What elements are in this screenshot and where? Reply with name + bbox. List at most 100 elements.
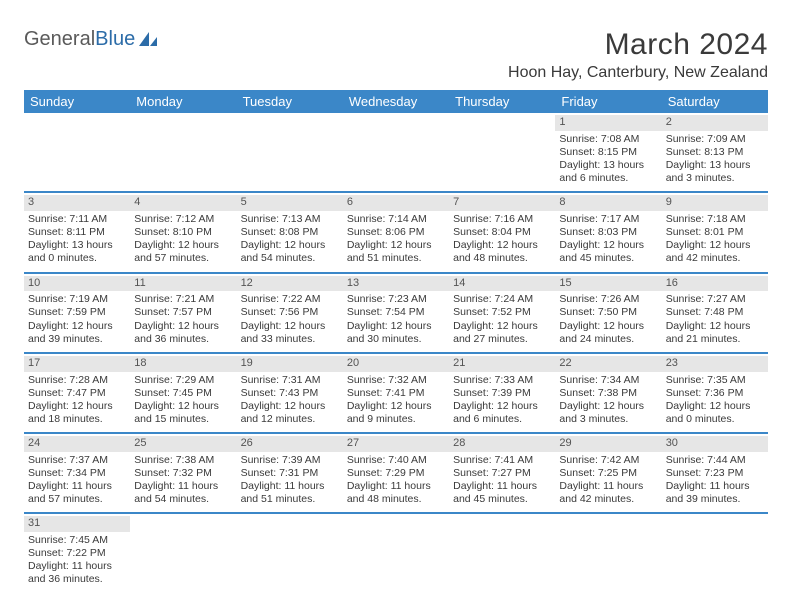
sunrise-text: Sunrise: 7:27 AM	[666, 293, 764, 306]
sunrise-text: Sunrise: 7:11 AM	[28, 213, 126, 226]
daylight-text: and 39 minutes.	[666, 493, 764, 506]
calendar-table: SundayMondayTuesdayWednesdayThursdayFrid…	[24, 90, 768, 593]
sunset-text: Sunset: 7:41 PM	[347, 387, 445, 400]
calendar-week: 10Sunrise: 7:19 AMSunset: 7:59 PMDayligh…	[24, 273, 768, 353]
daylight-text: and 45 minutes.	[559, 252, 657, 265]
day-number: 24	[24, 436, 130, 452]
daylight-text: and 36 minutes.	[28, 573, 126, 586]
day-number: 30	[662, 436, 768, 452]
calendar-day: 25Sunrise: 7:38 AMSunset: 7:32 PMDayligh…	[130, 433, 236, 513]
calendar-day: 14Sunrise: 7:24 AMSunset: 7:52 PMDayligh…	[449, 273, 555, 353]
daylight-text: Daylight: 11 hours	[559, 480, 657, 493]
calendar-day-empty	[343, 113, 449, 192]
daylight-text: Daylight: 11 hours	[666, 480, 764, 493]
calendar-day: 19Sunrise: 7:31 AMSunset: 7:43 PMDayligh…	[237, 353, 343, 433]
sunset-text: Sunset: 7:23 PM	[666, 467, 764, 480]
calendar-day: 20Sunrise: 7:32 AMSunset: 7:41 PMDayligh…	[343, 353, 449, 433]
page-header: GeneralBlue March 2024 Hoon Hay, Canterb…	[24, 28, 768, 82]
sunrise-text: Sunrise: 7:26 AM	[559, 293, 657, 306]
sunrise-text: Sunrise: 7:09 AM	[666, 133, 764, 146]
daylight-text: and 18 minutes.	[28, 413, 126, 426]
sunset-text: Sunset: 7:31 PM	[241, 467, 339, 480]
sunrise-text: Sunrise: 7:17 AM	[559, 213, 657, 226]
daylight-text: and 57 minutes.	[134, 252, 232, 265]
sunrise-text: Sunrise: 7:29 AM	[134, 374, 232, 387]
sunset-text: Sunset: 7:22 PM	[28, 547, 126, 560]
daylight-text: and 33 minutes.	[241, 333, 339, 346]
daylight-text: and 45 minutes.	[453, 493, 551, 506]
day-number: 6	[343, 195, 449, 211]
daylight-text: Daylight: 12 hours	[453, 239, 551, 252]
calendar-day: 28Sunrise: 7:41 AMSunset: 7:27 PMDayligh…	[449, 433, 555, 513]
sunrise-text: Sunrise: 7:45 AM	[28, 534, 126, 547]
calendar-day: 11Sunrise: 7:21 AMSunset: 7:57 PMDayligh…	[130, 273, 236, 353]
daylight-text: and 39 minutes.	[28, 333, 126, 346]
day-number: 29	[555, 436, 661, 452]
sunset-text: Sunset: 7:52 PM	[453, 306, 551, 319]
calendar-day-empty	[662, 513, 768, 592]
calendar-day: 3Sunrise: 7:11 AMSunset: 8:11 PMDaylight…	[24, 192, 130, 272]
day-number: 31	[24, 516, 130, 532]
daylight-text: Daylight: 12 hours	[559, 239, 657, 252]
daylight-text: and 57 minutes.	[28, 493, 126, 506]
calendar-day-empty	[24, 113, 130, 192]
sunset-text: Sunset: 7:43 PM	[241, 387, 339, 400]
daylight-text: Daylight: 11 hours	[241, 480, 339, 493]
daylight-text: Daylight: 11 hours	[347, 480, 445, 493]
sunrise-text: Sunrise: 7:41 AM	[453, 454, 551, 467]
calendar-day: 23Sunrise: 7:35 AMSunset: 7:36 PMDayligh…	[662, 353, 768, 433]
day-number: 9	[662, 195, 768, 211]
calendar-day: 7Sunrise: 7:16 AMSunset: 8:04 PMDaylight…	[449, 192, 555, 272]
calendar-day: 17Sunrise: 7:28 AMSunset: 7:47 PMDayligh…	[24, 353, 130, 433]
calendar-day-empty	[449, 113, 555, 192]
daylight-text: Daylight: 12 hours	[666, 320, 764, 333]
calendar-day: 13Sunrise: 7:23 AMSunset: 7:54 PMDayligh…	[343, 273, 449, 353]
daylight-text: Daylight: 12 hours	[559, 320, 657, 333]
daylight-text: and 12 minutes.	[241, 413, 339, 426]
day-number: 27	[343, 436, 449, 452]
calendar-body: 1Sunrise: 7:08 AMSunset: 8:15 PMDaylight…	[24, 113, 768, 593]
calendar-week: 17Sunrise: 7:28 AMSunset: 7:47 PMDayligh…	[24, 353, 768, 433]
sunset-text: Sunset: 8:03 PM	[559, 226, 657, 239]
daylight-text: Daylight: 11 hours	[134, 480, 232, 493]
calendar-day: 12Sunrise: 7:22 AMSunset: 7:56 PMDayligh…	[237, 273, 343, 353]
calendar-week: 1Sunrise: 7:08 AMSunset: 8:15 PMDaylight…	[24, 113, 768, 192]
daylight-text: Daylight: 12 hours	[347, 320, 445, 333]
sunrise-text: Sunrise: 7:44 AM	[666, 454, 764, 467]
sunrise-text: Sunrise: 7:19 AM	[28, 293, 126, 306]
sunset-text: Sunset: 7:56 PM	[241, 306, 339, 319]
sunset-text: Sunset: 8:13 PM	[666, 146, 764, 159]
daylight-text: Daylight: 12 hours	[241, 320, 339, 333]
sunset-text: Sunset: 8:01 PM	[666, 226, 764, 239]
calendar-day-empty	[237, 113, 343, 192]
daylight-text: and 3 minutes.	[666, 172, 764, 185]
daylight-text: and 9 minutes.	[347, 413, 445, 426]
calendar-day-empty	[130, 513, 236, 592]
sunrise-text: Sunrise: 7:32 AM	[347, 374, 445, 387]
day-number: 15	[555, 276, 661, 292]
sunrise-text: Sunrise: 7:37 AM	[28, 454, 126, 467]
calendar-week: 31Sunrise: 7:45 AMSunset: 7:22 PMDayligh…	[24, 513, 768, 592]
daylight-text: and 3 minutes.	[559, 413, 657, 426]
day-number: 7	[449, 195, 555, 211]
calendar-day: 1Sunrise: 7:08 AMSunset: 8:15 PMDaylight…	[555, 113, 661, 192]
daylight-text: and 51 minutes.	[347, 252, 445, 265]
daylight-text: Daylight: 12 hours	[241, 239, 339, 252]
daylight-text: Daylight: 12 hours	[453, 400, 551, 413]
sunset-text: Sunset: 7:25 PM	[559, 467, 657, 480]
calendar-day: 9Sunrise: 7:18 AMSunset: 8:01 PMDaylight…	[662, 192, 768, 272]
sunset-text: Sunset: 7:54 PM	[347, 306, 445, 319]
sunrise-text: Sunrise: 7:13 AM	[241, 213, 339, 226]
sunrise-text: Sunrise: 7:42 AM	[559, 454, 657, 467]
sunrise-text: Sunrise: 7:18 AM	[666, 213, 764, 226]
day-number: 16	[662, 276, 768, 292]
sunrise-text: Sunrise: 7:38 AM	[134, 454, 232, 467]
calendar-day-empty	[449, 513, 555, 592]
calendar-page: GeneralBlue March 2024 Hoon Hay, Canterb…	[0, 0, 792, 613]
daylight-text: Daylight: 12 hours	[453, 320, 551, 333]
sunrise-text: Sunrise: 7:16 AM	[453, 213, 551, 226]
sunset-text: Sunset: 8:10 PM	[134, 226, 232, 239]
calendar-day: 4Sunrise: 7:12 AMSunset: 8:10 PMDaylight…	[130, 192, 236, 272]
day-number: 25	[130, 436, 236, 452]
sunrise-text: Sunrise: 7:31 AM	[241, 374, 339, 387]
